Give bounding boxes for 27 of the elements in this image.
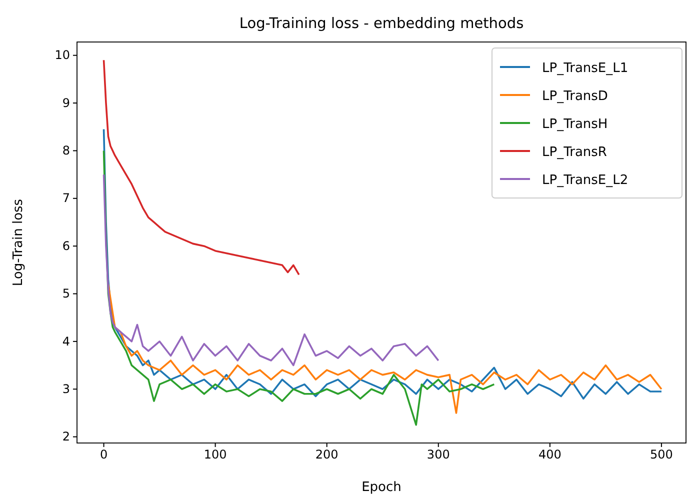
chart-title: Log-Training loss - embedding methods: [239, 16, 524, 32]
x-tick-label: 100: [204, 448, 227, 462]
y-tick-label: 8: [62, 144, 70, 158]
legend-label: LP_TransH: [542, 117, 608, 132]
y-axis-title: Log-Train loss: [11, 198, 26, 286]
y-tick-label: 7: [62, 191, 70, 206]
x-axis-title: Epoch: [362, 480, 402, 495]
legend-label: LP_TransD: [542, 89, 608, 104]
line-series: [107, 283, 662, 414]
legend-label: LP_TransE_L1: [542, 61, 628, 76]
y-tick-label: 2: [62, 430, 70, 444]
y-tick-label: 4: [62, 334, 70, 348]
line-series: [102, 174, 440, 366]
line-series: [102, 59, 300, 276]
legend-label: LP_TransE_L2: [542, 173, 628, 188]
x-tick-label: 400: [538, 448, 562, 462]
x-tick-label: 0: [100, 448, 108, 462]
x-tick-label: 300: [426, 448, 450, 462]
x-tick-label: 500: [650, 448, 673, 462]
y-tick-label: 3: [62, 382, 70, 396]
legend-label: LP_TransR: [542, 145, 607, 160]
y-tick-label: 10: [54, 48, 70, 62]
y-tick-label: 9: [62, 96, 70, 110]
y-tick-label: 6: [62, 238, 70, 253]
line-series: [102, 150, 496, 426]
x-tick-label: 200: [315, 448, 338, 462]
y-tick-label: 5: [62, 286, 70, 301]
